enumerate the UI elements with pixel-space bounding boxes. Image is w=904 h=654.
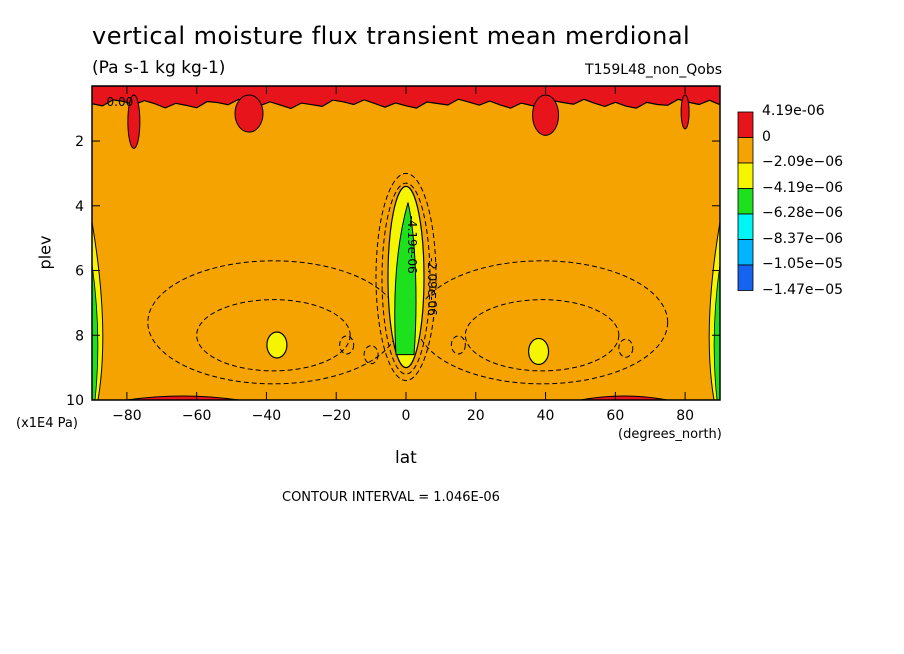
legend-label-6: −1.05e−05 (762, 256, 844, 272)
x-tick-label-6: 40 (537, 408, 555, 424)
legend-label-5: −8.37e−06 (762, 230, 844, 247)
contour-label-1: -4.19e-06 (405, 216, 419, 274)
contour-label-2: -2.09e-06 (425, 258, 439, 316)
run-name: T159L48_non_Qobs (585, 62, 722, 78)
dashed-blob-3 (618, 338, 634, 358)
x-axis-unit: (degrees_north) (618, 427, 722, 442)
x-tick-label-2: −40 (252, 408, 282, 424)
legend-swatch-5 (737, 239, 754, 266)
dashed-ring-2 (196, 299, 351, 372)
equatorial-green (394, 202, 417, 356)
chart-units: (Pa s-1 kg kg-1) (92, 58, 226, 78)
x-tick-label-5: 20 (467, 408, 485, 424)
equatorial-dashed-0 (375, 172, 437, 382)
y-tick-label-4: 10 (66, 393, 84, 409)
y-tick-label-0: 2 (75, 134, 84, 150)
legend-label-4: −6.28e−06 (762, 205, 844, 221)
positive-top-band (92, 86, 720, 110)
positive-blob-3 (680, 94, 690, 130)
contour-label-0: 0.00 (107, 95, 134, 109)
equatorial-dashed-1 (381, 182, 431, 375)
legend-swatch-2 (737, 162, 754, 189)
y-tick-label-1: 4 (75, 199, 84, 215)
dashed-blob-0 (339, 335, 355, 355)
x-tick-label-0: −80 (112, 408, 142, 424)
legend-label-3: −4.19e−06 (762, 179, 844, 196)
x-tick-label-3: −20 (321, 408, 351, 424)
legend-swatch-3 (737, 188, 754, 215)
x-tick-label-1: −60 (182, 408, 212, 424)
legend-label-7: −1.47e−05 (762, 281, 844, 298)
subtropical-min-0 (266, 331, 288, 359)
positive-blob-2 (532, 94, 560, 136)
positive-blob-0 (127, 94, 141, 149)
legend-swatch-4 (737, 213, 754, 240)
contour-interval: CONTOUR INTERVAL = 1.046E-06 (282, 490, 500, 505)
x-tick-label-7: 60 (606, 408, 624, 424)
y-tick-label-3: 8 (75, 328, 84, 344)
chart-title: vertical moisture flux transient mean me… (92, 22, 691, 50)
positive-blob-1 (234, 94, 264, 133)
subtropical-min-1 (527, 337, 550, 366)
x-tick-label-8: 80 (676, 408, 694, 424)
contour-field: 0.00 -4.19e-06 -2.09e-06 (92, 86, 720, 400)
x-tick-label-4: 0 (402, 408, 411, 424)
dashed-ring-3 (464, 299, 620, 372)
dashed-blob-1 (450, 335, 466, 355)
legend-swatch-0 (737, 111, 754, 138)
dashed-ring-1 (415, 260, 669, 385)
legend-label-2: −2.09e−06 (762, 154, 844, 170)
y-tick-label-2: 6 (75, 264, 84, 280)
legend-label-0: 4.19e-06 (762, 103, 825, 119)
x-axis-label: lat (395, 448, 417, 468)
y-axis-unit: (x1E4 Pa) (16, 416, 78, 431)
y-axis-label: plev (35, 235, 55, 270)
legend-label-1: 0 (762, 128, 771, 145)
dashed-blob-2 (363, 345, 379, 365)
legend-swatch-1 (737, 137, 754, 164)
legend-swatch-6 (737, 264, 754, 291)
